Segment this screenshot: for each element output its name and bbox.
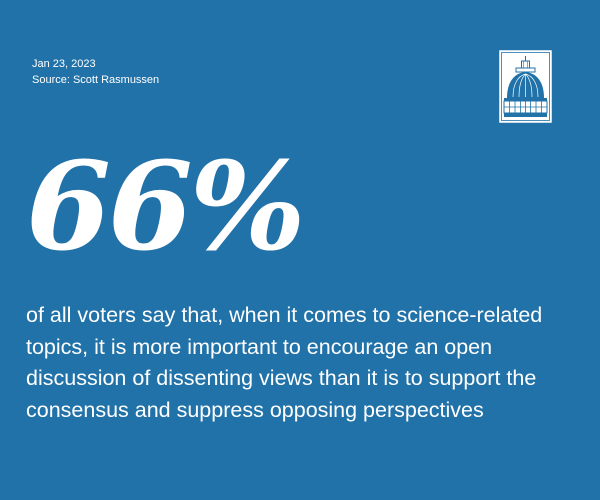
date-label: Jan 23, 2023: [32, 58, 96, 70]
stat-description: of all voters say that, when it comes to…: [26, 303, 543, 422]
source-label: Source: Scott Rasmussen: [32, 74, 160, 86]
stat-value: 66%: [26, 134, 306, 278]
capitol-dome-icon: [499, 50, 552, 123]
card-meta: Jan 23, 2023 Source: Scott Rasmussen: [32, 56, 159, 88]
